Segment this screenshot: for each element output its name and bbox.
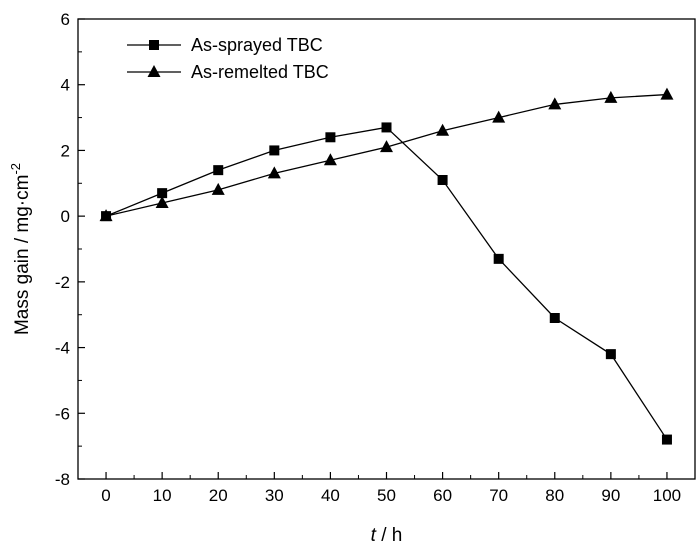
legend-triangle-marker: [147, 65, 161, 77]
x-tick-label-40: 40: [321, 486, 340, 505]
series-line-as-remelted-tbc: [105, 93, 667, 217]
x-tick-label-20: 20: [209, 486, 228, 505]
y-tick-label--8: -8: [55, 470, 70, 489]
data-point-as-sprayed-tbc-60: [437, 175, 448, 185]
legend: As-sprayed TBC As-remelted TBC: [127, 35, 329, 82]
x-tick-label-30: 30: [265, 486, 284, 505]
axis-ticks: [78, 18, 668, 480]
y-tick-label-4: 4: [61, 76, 70, 95]
data-point-as-remelted-tbc-60: [436, 123, 450, 136]
x-axis-title-unit: / h: [376, 525, 402, 546]
y-tick-label--6: -6: [55, 404, 70, 423]
y-tick-label-6: 6: [61, 10, 70, 29]
x-tick-label-60: 60: [433, 486, 452, 505]
data-point-as-sprayed-tbc-100: [661, 434, 672, 445]
series-layer: [99, 87, 674, 445]
x-axis-title: t / h: [371, 525, 403, 546]
y-tick-label-2: 2: [61, 141, 70, 160]
data-point-as-sprayed-tbc-20: [213, 165, 224, 176]
data-point-as-sprayed-tbc-30: [269, 145, 280, 156]
data-point-as-remelted-tbc-50: [380, 140, 393, 153]
data-point-as-sprayed-tbc-10: [157, 188, 168, 199]
legend-label-as-sprayed: As-sprayed TBC: [191, 35, 323, 55]
x-tick-label-70: 70: [489, 486, 508, 505]
x-tick-label-0: 0: [101, 486, 110, 505]
data-point-as-sprayed-tbc-90: [605, 349, 616, 360]
tick-labels: 0 10 20 30 40 50 60 70 80 90 100 -8 -6 -4 -2 0 2 4 6: [55, 10, 681, 505]
data-point-as-remelted-tbc-20: [211, 182, 225, 195]
x-tick-label-100: 100: [653, 486, 681, 505]
plot-frame: [77, 18, 696, 480]
data-point-as-remelted-tbc-100: [660, 87, 674, 100]
data-point-as-sprayed-tbc-40: [325, 132, 336, 143]
data-point-as-remelted-tbc-40: [323, 153, 337, 166]
y-tick-label--4: -4: [55, 339, 70, 358]
x-tick-label-90: 90: [601, 486, 620, 505]
y-tick-label-0: 0: [61, 207, 70, 226]
x-axis-title-variable: t: [371, 525, 377, 546]
x-tick-label-50: 50: [377, 486, 396, 505]
y-axis-title: Mass gain / mg·cm-2: [8, 163, 33, 335]
y-axis-title-superscript: -2: [8, 163, 23, 175]
y-axis-title-text: Mass gain / mg·cm: [12, 175, 33, 335]
x-tick-label-10: 10: [153, 486, 172, 505]
data-point-as-remelted-tbc-10: [155, 196, 169, 208]
legend-square-marker: [149, 40, 159, 50]
data-point-as-sprayed-tbc-50: [381, 122, 392, 133]
y-tick-label--2: -2: [55, 273, 70, 292]
series-line-as-sprayed-tbc: [105, 126, 668, 440]
data-point-as-sprayed-tbc-80: [549, 313, 560, 323]
data-point-as-remelted-tbc-0: [99, 209, 113, 222]
data-point-as-remelted-tbc-30: [267, 166, 281, 179]
legend-label-as-remelted: As-remelted TBC: [191, 62, 329, 82]
x-tick-label-80: 80: [545, 486, 564, 505]
data-point-as-remelted-tbc-70: [492, 110, 506, 123]
data-point-as-sprayed-tbc-70: [493, 253, 504, 264]
data-point-as-remelted-tbc-80: [548, 97, 562, 110]
data-point-as-remelted-tbc-90: [604, 90, 618, 103]
